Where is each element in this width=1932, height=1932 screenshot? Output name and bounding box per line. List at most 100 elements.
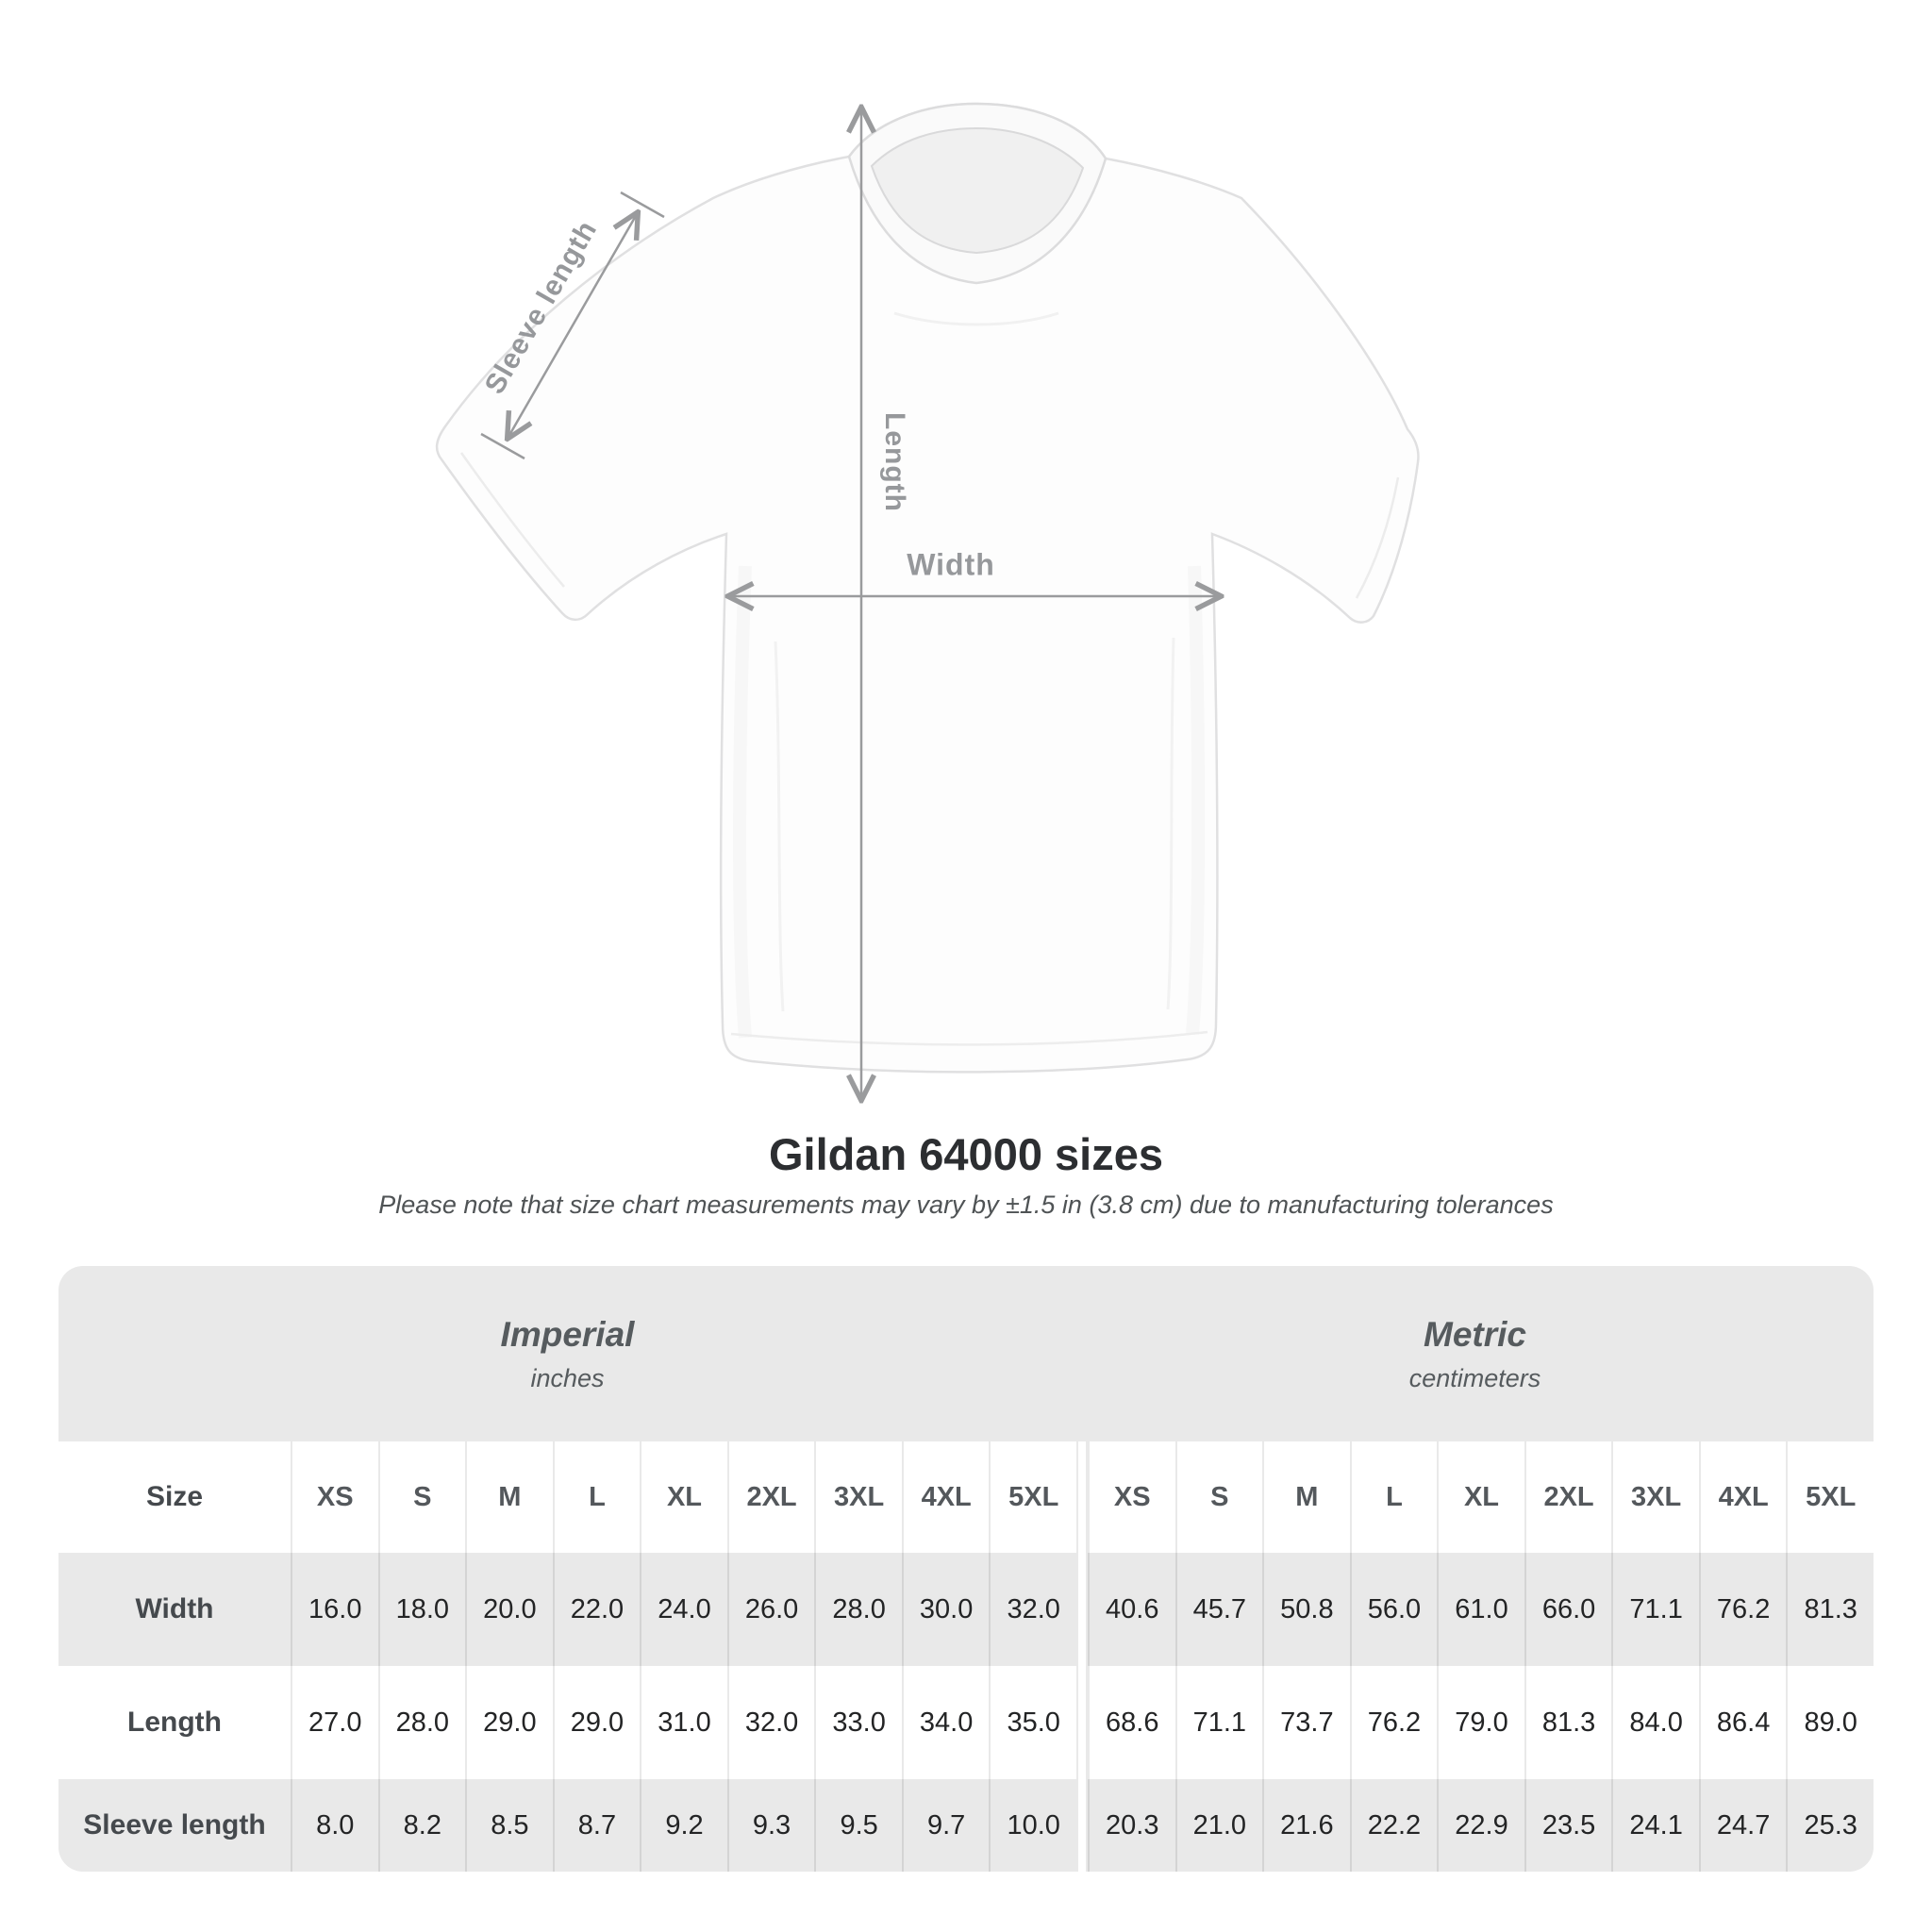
table-cell-metric: 25.3 bbox=[1786, 1779, 1874, 1872]
table-cell-imperial: 24.0 bbox=[640, 1553, 727, 1666]
table-cell-metric: 22.2 bbox=[1349, 1779, 1438, 1872]
imperial-title: Imperial bbox=[500, 1314, 635, 1354]
tolerance-note: Please note that size chart measurements… bbox=[378, 1191, 1554, 1219]
table-cell-imperial: 27.0 bbox=[291, 1666, 378, 1779]
table-cell-metric: 22.9 bbox=[1437, 1779, 1524, 1872]
table-cell-imperial: 32.0 bbox=[989, 1553, 1076, 1666]
metric-header: Metric centimeters bbox=[1076, 1266, 1874, 1441]
table-cell-imperial: 8.7 bbox=[552, 1779, 641, 1872]
sleeve-length-arrow bbox=[508, 214, 637, 437]
table-cell-imperial: 16.0 bbox=[291, 1553, 378, 1666]
row-label: Sleeve length bbox=[83, 1809, 266, 1840]
table-cell-metric: 71.1 bbox=[1611, 1553, 1699, 1666]
size-col-header-metric: XS bbox=[1088, 1441, 1175, 1553]
table-row: Width 16.0 18.0 20.0 22.0 24.0 26.0 28.0 30.0 32.… bbox=[58, 1553, 1874, 1666]
table-cell-metric: 50.8 bbox=[1262, 1553, 1350, 1666]
table-cell-imperial: 29.0 bbox=[552, 1666, 641, 1779]
page-title: Gildan 64000 sizes bbox=[768, 1129, 1164, 1179]
table-cell-metric: 56.0 bbox=[1349, 1553, 1438, 1666]
size-col-header-metric: 5XL bbox=[1786, 1441, 1874, 1553]
chest-shadow bbox=[893, 311, 1059, 326]
table-cell-imperial: 32.0 bbox=[726, 1666, 815, 1779]
imperial-header: Imperial inches bbox=[58, 1266, 1076, 1441]
group-separator bbox=[1076, 1779, 1088, 1872]
size-col-header-imperial: L bbox=[552, 1441, 641, 1553]
table-cell-imperial: 10.0 bbox=[989, 1779, 1076, 1872]
size-col-header-imperial: XS bbox=[291, 1441, 378, 1553]
table-cell-metric: 23.5 bbox=[1524, 1779, 1612, 1872]
table-cell-imperial: 35.0 bbox=[989, 1666, 1076, 1779]
sleeve-arrow-tick-bottom bbox=[480, 432, 525, 460]
size-col-header-imperial: S bbox=[377, 1441, 466, 1553]
size-col-header-imperial: M bbox=[465, 1441, 553, 1553]
shading-left bbox=[733, 565, 752, 1039]
table-row: Sleeve length 8.0 8.2 8.5 8.7 9.2 9.3 9.5 9.7 10.… bbox=[58, 1779, 1874, 1872]
size-col-header-metric: M bbox=[1262, 1441, 1350, 1553]
table-cell-metric: 76.2 bbox=[1698, 1553, 1787, 1666]
table-cell-imperial: 20.0 bbox=[465, 1553, 553, 1666]
bottom-hem bbox=[730, 1030, 1208, 1046]
table-cell-imperial: 8.5 bbox=[465, 1779, 553, 1872]
table-cell-imperial: 34.0 bbox=[901, 1666, 990, 1779]
table-cell-imperial: 8.0 bbox=[291, 1779, 378, 1872]
table-cell-metric: 21.6 bbox=[1262, 1779, 1350, 1872]
size-col-header-metric: 4XL bbox=[1698, 1441, 1787, 1553]
shading-right bbox=[1186, 565, 1206, 1035]
table-cell-metric: 45.7 bbox=[1174, 1553, 1263, 1666]
metric-title: Metric bbox=[1424, 1314, 1526, 1354]
table-cell-imperial: 8.2 bbox=[377, 1779, 466, 1872]
table-cell-metric: 66.0 bbox=[1524, 1553, 1612, 1666]
table-cell-metric: 89.0 bbox=[1786, 1666, 1874, 1779]
size-col-header-imperial: 2XL bbox=[726, 1441, 815, 1553]
table-cell-metric: 81.3 bbox=[1786, 1553, 1874, 1666]
wrinkle-left bbox=[774, 641, 785, 1012]
table-cell-imperial: 31.0 bbox=[640, 1666, 727, 1779]
group-separator bbox=[1076, 1553, 1088, 1666]
left-sleeve-hem bbox=[459, 452, 565, 588]
measurement-annotations bbox=[480, 109, 1219, 1098]
size-column-header: Size bbox=[145, 1481, 204, 1512]
size-table: Imperial inches Metric centimeters Size X… bbox=[58, 1266, 1874, 1872]
table-cell-metric: 21.0 bbox=[1174, 1779, 1263, 1872]
table-cell-imperial: 33.0 bbox=[814, 1666, 902, 1779]
right-sleeve-hem bbox=[1355, 476, 1400, 599]
table-cell-imperial: 9.5 bbox=[814, 1779, 902, 1872]
table-cell-metric: 20.3 bbox=[1088, 1779, 1175, 1872]
size-col-header-imperial: 4XL bbox=[901, 1441, 990, 1553]
table-cell-metric: 71.1 bbox=[1174, 1666, 1263, 1779]
metric-unit: centimeters bbox=[1408, 1363, 1541, 1392]
table-cell-metric: 84.0 bbox=[1611, 1666, 1699, 1779]
table-cell-metric: 79.0 bbox=[1437, 1666, 1524, 1779]
size-col-header-imperial: 3XL bbox=[814, 1441, 902, 1553]
table-cell-imperial: 9.3 bbox=[726, 1779, 815, 1872]
length-label: Length bbox=[879, 412, 910, 512]
table-cell-metric: 61.0 bbox=[1437, 1553, 1524, 1666]
sleeve-arrow-tick-top bbox=[620, 191, 665, 219]
table-cell-metric: 86.4 bbox=[1698, 1666, 1787, 1779]
imperial-unit: inches bbox=[530, 1363, 605, 1392]
table-cell-metric: 81.3 bbox=[1524, 1666, 1612, 1779]
group-separator bbox=[1076, 1666, 1088, 1779]
wrinkle-right bbox=[1166, 637, 1175, 1010]
size-col-header-imperial: 5XL bbox=[989, 1441, 1076, 1553]
row-label: Length bbox=[127, 1707, 222, 1738]
size-col-header-metric: S bbox=[1174, 1441, 1263, 1553]
table-cell-imperial: 22.0 bbox=[552, 1553, 641, 1666]
table-row: Length 27.0 28.0 29.0 29.0 31.0 32.0 33.0 34.0 35… bbox=[58, 1666, 1874, 1779]
table-cell-imperial: 28.0 bbox=[814, 1553, 902, 1666]
table-cell-imperial: 18.0 bbox=[377, 1553, 466, 1666]
size-header-row: Size XS S M L XL 2XL 3XL 4XL 5XL XS S M L XL 2XL 3XL 4XL 5… bbox=[58, 1441, 1874, 1553]
unit-header-row: Imperial inches Metric centimeters bbox=[58, 1266, 1874, 1441]
table-cell-metric: 76.2 bbox=[1349, 1666, 1438, 1779]
row-label: Width bbox=[135, 1593, 214, 1624]
size-col-header-metric: 3XL bbox=[1611, 1441, 1699, 1553]
size-col-header-metric: L bbox=[1349, 1441, 1438, 1553]
table-cell-metric: 68.6 bbox=[1088, 1666, 1175, 1779]
size-col-header-imperial: XL bbox=[640, 1441, 727, 1553]
table-cell-imperial: 9.2 bbox=[640, 1779, 727, 1872]
group-separator bbox=[1076, 1441, 1088, 1553]
width-label: Width bbox=[907, 547, 995, 582]
table-cell-imperial: 9.7 bbox=[901, 1779, 990, 1872]
